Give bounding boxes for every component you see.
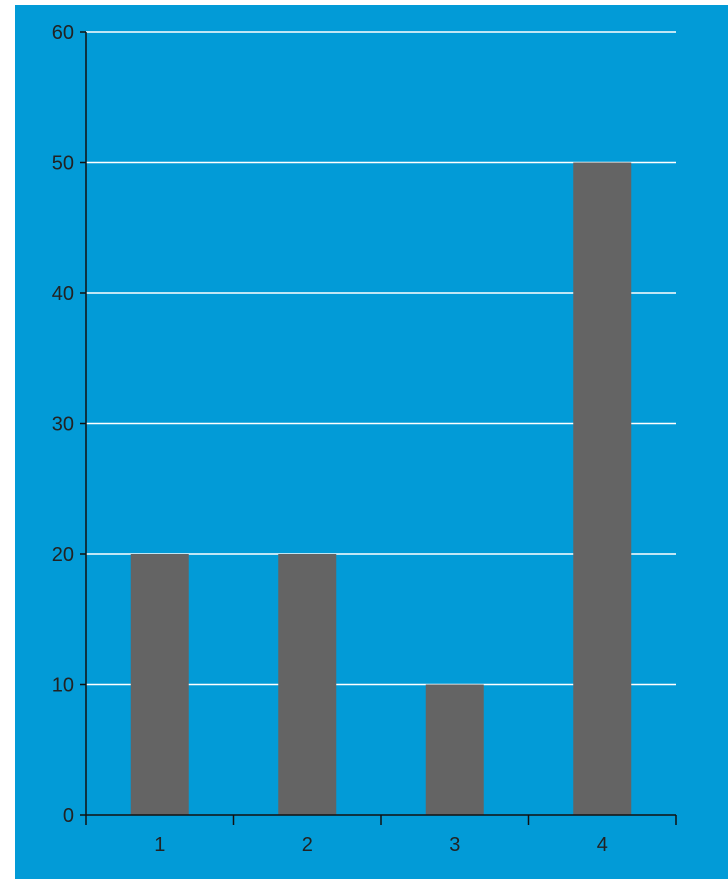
bar-2 <box>278 554 337 815</box>
x-tick-label: 3 <box>449 834 460 856</box>
x-tick-label: 2 <box>302 834 313 856</box>
x-tick-label: 4 <box>597 834 608 856</box>
bar-1 <box>130 554 189 815</box>
y-tick-label: 30 <box>52 414 74 436</box>
y-tick-label: 20 <box>52 544 74 566</box>
bar-3 <box>425 684 484 815</box>
axes <box>80 31 677 825</box>
y-tick-label: 50 <box>52 153 74 175</box>
y-tick-label: 0 <box>63 805 74 827</box>
x-tick-label: 1 <box>154 834 165 856</box>
y-tick-label: 40 <box>52 283 74 305</box>
bar-4 <box>573 162 632 815</box>
bars <box>130 162 632 815</box>
y-tick-label: 10 <box>52 675 74 697</box>
y-tick-label: 60 <box>52 22 74 44</box>
tick-labels: 0 10 20 30 40 50 60 1 2 3 4 <box>52 22 608 856</box>
